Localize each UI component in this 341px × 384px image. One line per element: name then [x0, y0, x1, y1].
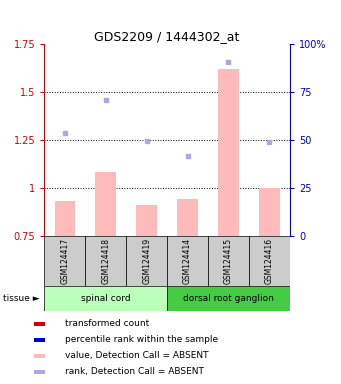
Bar	[218, 69, 239, 236]
Text: percentile rank within the sample: percentile rank within the sample	[65, 335, 218, 344]
Bar	[44, 286, 167, 311]
Bar	[55, 200, 75, 236]
Text: rank, Detection Call = ABSENT: rank, Detection Call = ABSENT	[65, 367, 204, 376]
Bar	[167, 236, 208, 286]
Text: GSM124415: GSM124415	[224, 238, 233, 284]
Text: dorsal root ganglion: dorsal root ganglion	[183, 294, 274, 303]
Bar	[126, 236, 167, 286]
Bar	[34, 370, 45, 374]
Bar	[249, 236, 290, 286]
Text: GSM124414: GSM124414	[183, 238, 192, 284]
Title: GDS2209 / 1444302_at: GDS2209 / 1444302_at	[94, 30, 240, 43]
Bar	[95, 172, 116, 236]
Text: transformed count: transformed count	[65, 319, 149, 328]
Bar	[34, 338, 45, 341]
Text: spinal cord: spinal cord	[81, 294, 131, 303]
Bar	[34, 354, 45, 358]
Bar	[208, 236, 249, 286]
Bar	[167, 286, 290, 311]
Bar	[34, 322, 45, 326]
Bar	[259, 188, 280, 236]
Bar	[85, 236, 126, 286]
Text: tissue ►: tissue ►	[3, 294, 40, 303]
Bar	[44, 236, 85, 286]
Text: GSM124416: GSM124416	[265, 238, 274, 284]
Text: GSM124418: GSM124418	[101, 238, 110, 284]
Text: value, Detection Call = ABSENT: value, Detection Call = ABSENT	[65, 351, 208, 360]
Text: GSM124419: GSM124419	[142, 238, 151, 284]
Text: GSM124417: GSM124417	[60, 238, 69, 284]
Bar	[136, 205, 157, 236]
Bar	[177, 199, 198, 236]
